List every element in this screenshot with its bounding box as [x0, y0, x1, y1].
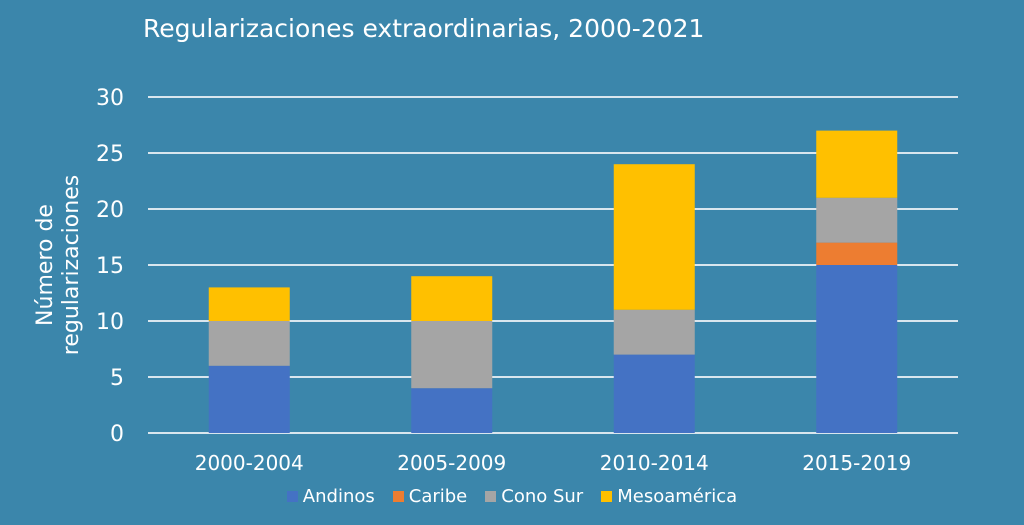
- legend: Andinos Caribe Cono Sur Mesoamérica: [0, 486, 1024, 507]
- bar-segment-mesoamérica: [208, 287, 290, 321]
- legend-label: Caribe: [408, 486, 468, 507]
- legend-label: Mesoamérica: [617, 486, 738, 507]
- bar-segment-andinos: [613, 354, 695, 433]
- legend-swatch: [392, 491, 404, 502]
- legend-item: Cono Sur: [485, 486, 583, 507]
- bar-segment-andinos: [816, 265, 898, 433]
- legend-label: Cono Sur: [501, 486, 584, 507]
- bar-segment-cono-sur: [613, 309, 695, 355]
- x-tick-label: 2000-2004: [195, 451, 304, 475]
- y-tick-label: 10: [96, 310, 124, 335]
- legend-swatch: [485, 491, 497, 502]
- y-tick-label: 20: [96, 198, 124, 223]
- x-tick-label: 2015-2019: [802, 451, 911, 475]
- x-tick-label: 2005-2009: [397, 451, 506, 475]
- legend-item: Andinos: [286, 486, 375, 507]
- y-axis-label: Número deregularizaciones: [33, 175, 84, 355]
- y-tick-label: 0: [110, 422, 124, 447]
- x-tick-label: 2010-2014: [600, 451, 709, 475]
- y-tick-label: 5: [110, 366, 124, 391]
- legend-item: Caribe: [392, 486, 468, 507]
- bar-segment-mesoamérica: [613, 164, 695, 310]
- legend-swatch: [286, 491, 298, 502]
- y-tick-label: 30: [96, 86, 124, 111]
- bar-segment-cono-sur: [208, 321, 290, 366]
- bar-segment-andinos: [411, 388, 493, 433]
- y-tick-label: 25: [96, 142, 124, 167]
- bar-segment-mesoamérica: [816, 130, 898, 198]
- y-axis-label-line: Número de: [33, 204, 58, 326]
- legend-label: Andinos: [302, 486, 375, 507]
- bar-segment-cono-sur: [816, 197, 898, 243]
- bar-segment-caribe: [816, 242, 898, 265]
- chart-title: Regularizaciones extraordinarias, 2000-2…: [143, 14, 705, 43]
- bar-segment-andinos: [208, 365, 290, 433]
- bar-segment-mesoamérica: [411, 276, 493, 321]
- legend-swatch: [601, 491, 613, 502]
- bar-segment-cono-sur: [411, 321, 493, 389]
- y-axis-label-line: regularizaciones: [59, 175, 84, 355]
- y-tick-label: 15: [96, 254, 124, 279]
- legend-item: Mesoamérica: [601, 486, 737, 507]
